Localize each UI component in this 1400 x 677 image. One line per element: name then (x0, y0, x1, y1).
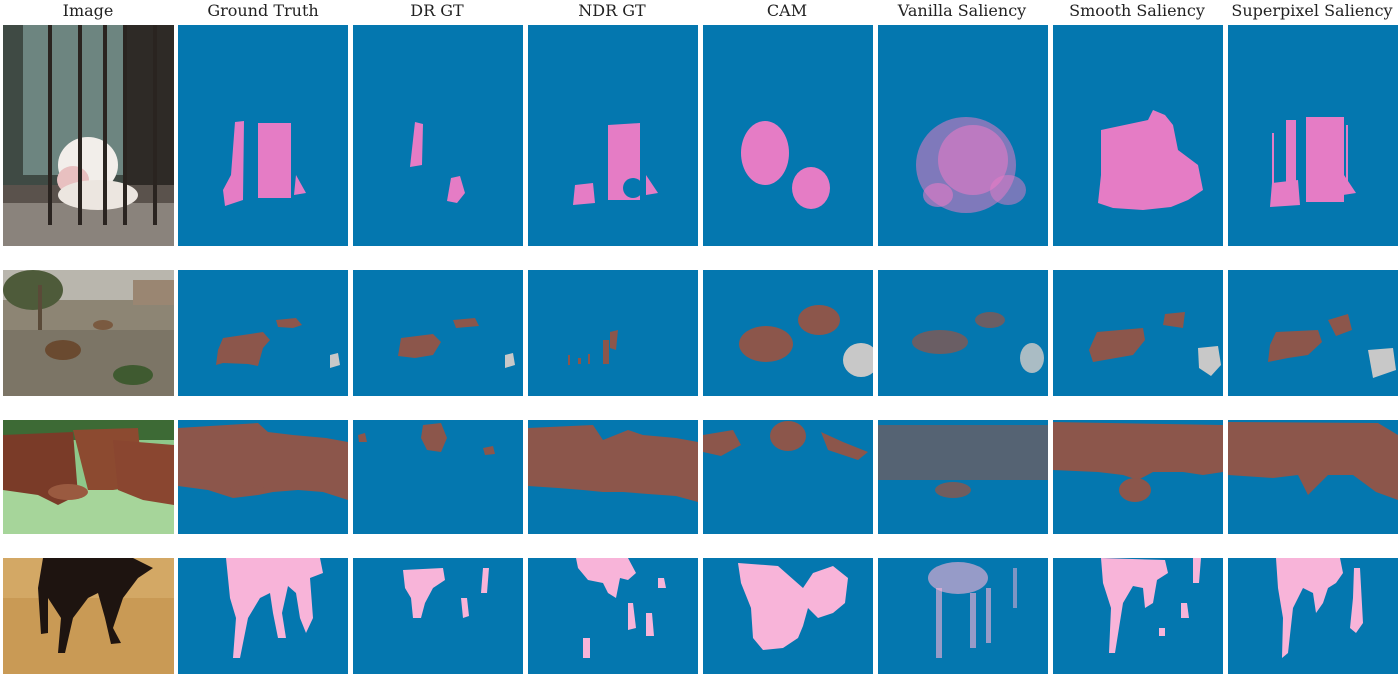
mask-ndr-gt-row1 (528, 25, 698, 246)
mask-smooth-saliency-row3 (1053, 420, 1223, 534)
column-header-image: Image (62, 1, 114, 20)
mask-cam-row2 (703, 270, 873, 396)
mask-cam-row4 (703, 558, 873, 674)
column-header-dr-gt: DR GT (410, 1, 464, 20)
mask-superpixel-saliency-row4 (1228, 558, 1398, 674)
mask-dr-gt-row3 (353, 420, 523, 534)
mask-ground-truth-row4 (178, 558, 348, 674)
mask-dr-gt-row1 (353, 25, 523, 246)
mask-vanilla-saliency-row3 (878, 420, 1048, 534)
mask-superpixel-saliency-row3 (1228, 420, 1398, 534)
mask-smooth-saliency-row1 (1053, 25, 1223, 246)
image-horse-legs (3, 558, 174, 674)
column-header-superpixel-saliency: Superpixel Saliency (1231, 1, 1393, 20)
mask-vanilla-saliency-row4 (878, 558, 1048, 674)
mask-ground-truth-row2 (178, 270, 348, 396)
mask-cam-row3 (703, 420, 873, 534)
mask-ndr-gt-row2 (528, 270, 698, 396)
mask-ndr-gt-row4 (528, 558, 698, 674)
mask-ground-truth-row1 (178, 25, 348, 246)
mask-cam-row1 (703, 25, 873, 246)
mask-dr-gt-row4 (353, 558, 523, 674)
mask-superpixel-saliency-row2 (1228, 270, 1398, 396)
mask-ground-truth-row3 (178, 420, 348, 534)
column-header-ndr-gt: NDR GT (578, 1, 646, 20)
mask-smooth-saliency-row4 (1053, 558, 1223, 674)
mask-dr-gt-row2 (353, 270, 523, 396)
column-header-smooth-saliency: Smooth Saliency (1069, 1, 1205, 20)
image-dog-balcony (3, 25, 174, 246)
mask-vanilla-saliency-row2 (878, 270, 1048, 396)
mask-superpixel-saliency-row1 (1228, 25, 1398, 246)
mask-vanilla-saliency-row1 (878, 25, 1048, 246)
column-header-ground-truth: Ground Truth (207, 1, 319, 20)
image-cows-grass (3, 420, 174, 534)
mask-ndr-gt-row3 (528, 420, 698, 534)
column-header-cam: CAM (766, 1, 808, 20)
column-header-vanilla-saliency: Vanilla Saliency (897, 1, 1027, 20)
mask-smooth-saliency-row2 (1053, 270, 1223, 396)
image-cows-landfill (3, 270, 174, 396)
